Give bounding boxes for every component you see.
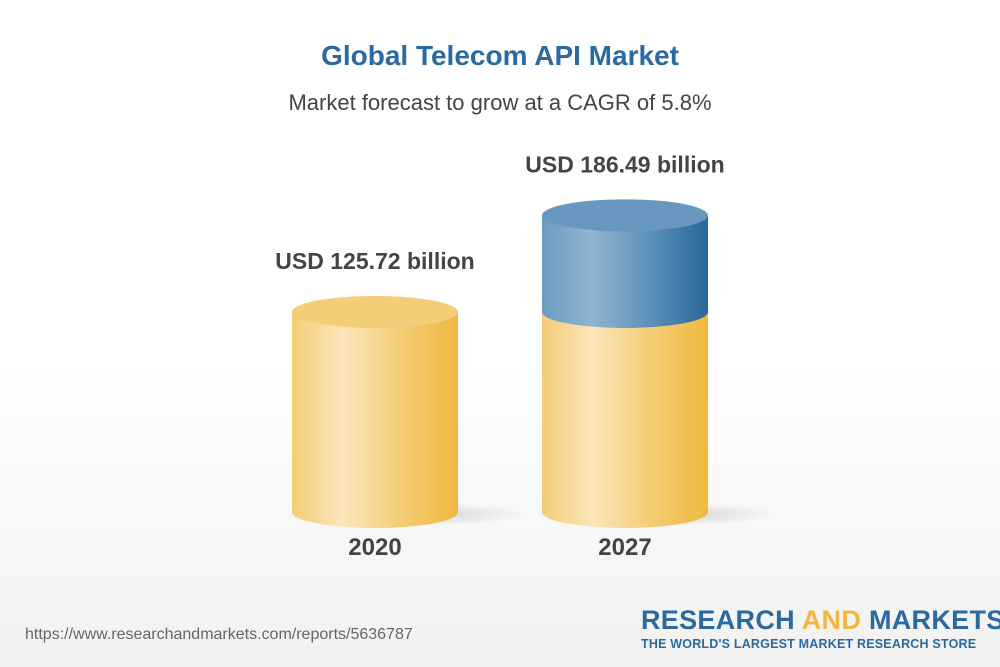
source-url[interactable]: https://www.researchandmarkets.com/repor… <box>25 626 413 643</box>
bar-base-segment-2027 <box>542 312 708 528</box>
category-label-2020: 2020 <box>348 534 401 561</box>
chart-subtitle: Market forecast to grow at a CAGR of 5.8… <box>288 90 712 115</box>
category-label-2027: 2027 <box>598 534 651 561</box>
research-and-markets-logo: RESEARCH AND MARKETS THE WORLD'S LARGEST… <box>641 605 1000 651</box>
bar-top-2020 <box>292 296 458 328</box>
bar-top-2027 <box>542 199 708 232</box>
chart-title: Global Telecom API Market <box>321 40 679 71</box>
bar-2020 <box>292 312 458 528</box>
bar-growth-segment-2027 <box>542 215 708 328</box>
data-label-2027: USD 186.49 billion <box>525 151 724 177</box>
data-label-2020: USD 125.72 billion <box>275 248 474 274</box>
